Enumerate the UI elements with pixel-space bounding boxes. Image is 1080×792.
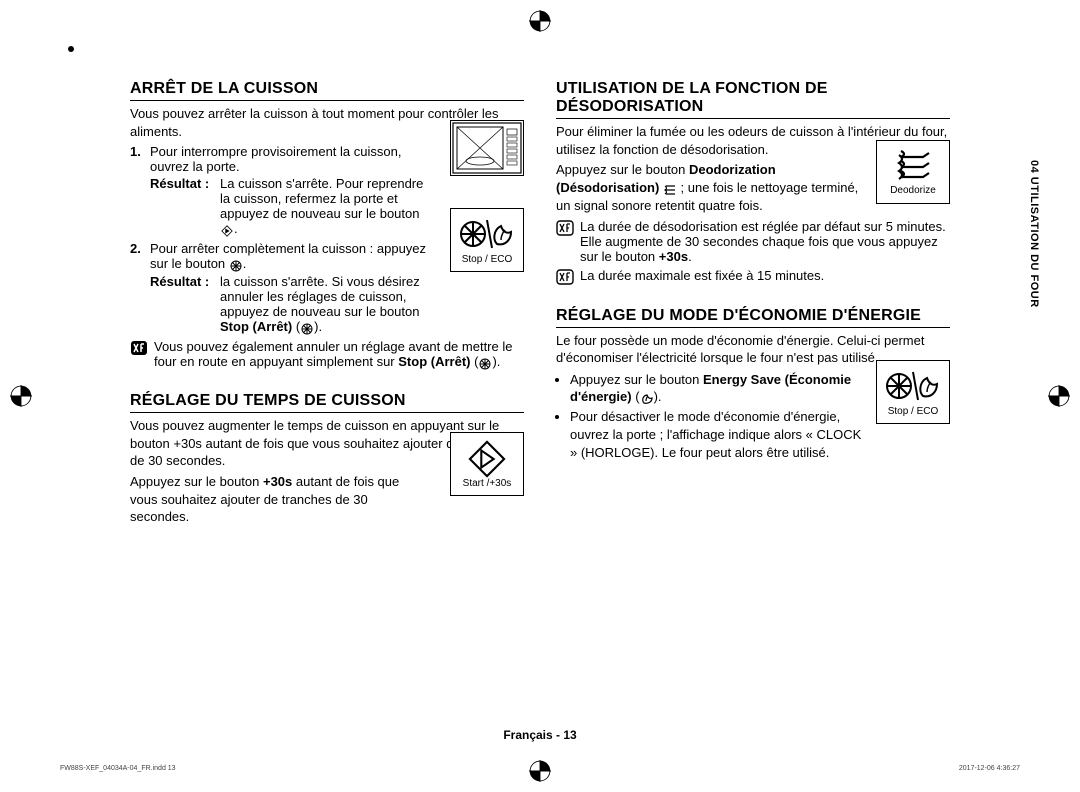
deodorize-icon	[663, 179, 677, 197]
registration-mark-left	[10, 385, 32, 407]
left-column: ARRÊT DE LA CUISSON Vous pouvez arrêter …	[130, 80, 524, 529]
step-number: 2.	[130, 241, 150, 335]
stop-icon	[229, 257, 243, 272]
stop-eco-label: Stop / ECO	[888, 406, 939, 417]
section4-bullets: Appuyez sur le bouton Energy Save (Écono…	[556, 371, 870, 462]
side-chapter-tab: 04 UTILISATION DU FOUR	[1028, 160, 1040, 308]
crop-dot	[68, 46, 74, 52]
section3-body: Appuyez sur le bouton Deodorization (Dés…	[556, 161, 864, 214]
print-metadata-right: 2017-12-06 4:36:27	[959, 765, 1020, 772]
result-text: la cuisson s'arrête. Si vous désirez ann…	[220, 274, 430, 335]
note-text: La durée maximale est fixée à 15 minutes…	[580, 268, 824, 285]
section3-title: UTILISATION DE LA FONCTION DE DÉSODORISA…	[556, 80, 950, 119]
note-text: La durée de désodorisation est réglée pa…	[580, 219, 950, 264]
stop-eco-button-illustration: Stop / ECO	[450, 208, 524, 272]
stop-eco-button-illustration: Stop / ECO	[876, 360, 950, 424]
registration-mark-top	[529, 10, 551, 32]
start-icon	[220, 222, 234, 237]
result-label: Résultat :	[150, 274, 220, 335]
step-number: 1.	[130, 144, 150, 237]
note-icon	[130, 340, 148, 356]
result-text: La cuisson s'arrête. Pour reprendre la c…	[220, 176, 430, 237]
stop-icon	[478, 355, 492, 370]
print-metadata-left: FW88S-XEF_04034A-04_FR.indd 13	[60, 765, 176, 772]
page-footer: Français - 13	[0, 728, 1080, 742]
section1-title: ARRÊT DE LA CUISSON	[130, 80, 524, 101]
section4-title: RÉGLAGE DU MODE D'ÉCONOMIE D'ÉNERGIE	[556, 307, 950, 328]
registration-mark-bottom	[529, 760, 551, 782]
stop-icon	[300, 320, 314, 335]
step2-text: Pour arrêter complètement la cuisson : a…	[150, 241, 426, 271]
list-item: Appuyez sur le bouton Energy Save (Écono…	[570, 371, 870, 407]
note-icon	[556, 269, 574, 285]
start-30s-label: Start /+30s	[463, 478, 512, 489]
deodorize-button-illustration: Deodorize	[876, 140, 950, 204]
eco-icon	[640, 389, 654, 407]
stop-eco-label: Stop / ECO	[462, 254, 513, 265]
note-icon	[556, 220, 574, 236]
microwave-illustration	[450, 120, 524, 176]
list-item: Pour désactiver le mode d'économie d'éne…	[570, 408, 870, 461]
note-text: Vous pouvez également annuler un réglage…	[154, 339, 524, 370]
registration-mark-right	[1048, 385, 1070, 407]
section2-body: Appuyez sur le bouton +30s autant de foi…	[130, 473, 430, 526]
start-30s-button-illustration: Start /+30s	[450, 432, 524, 496]
right-column: UTILISATION DE LA FONCTION DE DÉSODORISA…	[556, 80, 950, 529]
section2-title: RÉGLAGE DU TEMPS DE CUISSON	[130, 392, 524, 413]
step1-text: Pour interrompre provisoirement la cuiss…	[150, 144, 401, 174]
result-label: Résultat :	[150, 176, 220, 237]
deodorize-label: Deodorize	[890, 185, 936, 196]
